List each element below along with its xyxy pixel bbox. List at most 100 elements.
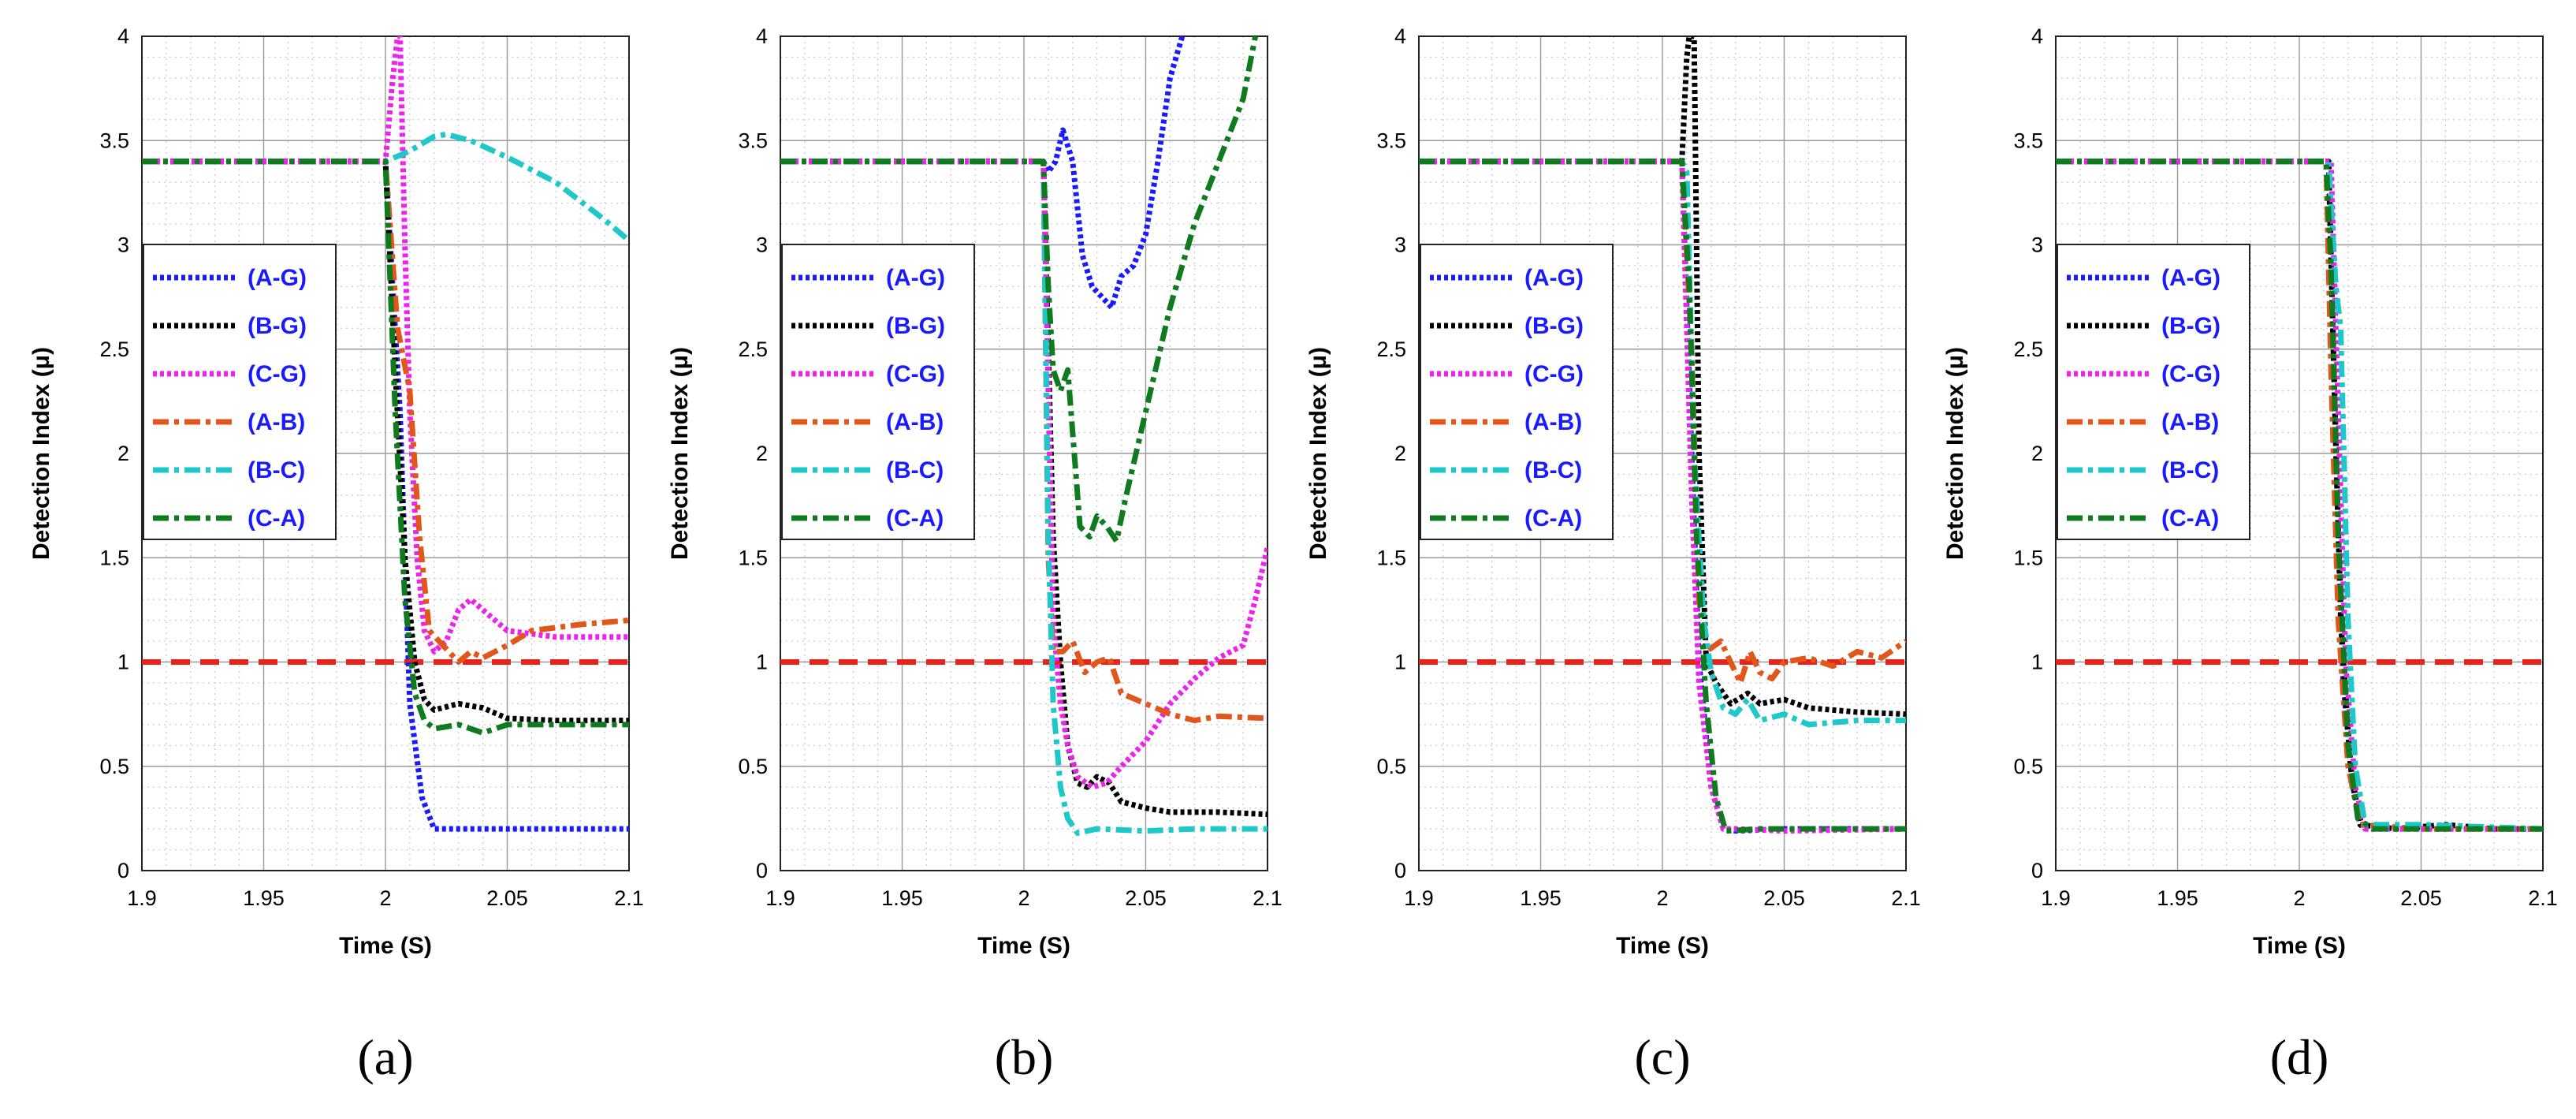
y-tick-label: 0: [2031, 859, 2043, 882]
y-tick-label: 2.5: [99, 338, 129, 361]
y-tick-label: 3.5: [1376, 129, 1406, 152]
legend-label: (B-G): [2161, 313, 2220, 339]
series-group: [142, 36, 629, 832]
y-tick-label: 1.5: [1376, 546, 1406, 569]
y-tick-label: 0: [117, 859, 129, 882]
x-axis-label: Time (S): [2253, 933, 2346, 959]
x-tick-label: 1.9: [2041, 886, 2071, 910]
x-tick-label: 2.1: [1891, 886, 1921, 910]
x-tick-label: 2.1: [2528, 886, 2558, 910]
y-tick-label: 0: [1394, 859, 1406, 882]
legend-label: (C-G): [248, 361, 307, 387]
x-tick-label: 2: [1018, 886, 1029, 910]
y-tick-label: 0: [756, 859, 768, 882]
legend-label: (C-A): [2161, 505, 2219, 532]
x-tick-label: 1.95: [1520, 886, 1562, 910]
y-tick-label: 3: [117, 233, 129, 257]
series-group: [780, 36, 1268, 836]
y-tick-label: 1: [756, 651, 768, 674]
legend-label: (C-G): [1524, 361, 1584, 387]
legend-label: (B-G): [1524, 313, 1584, 339]
x-tick-label: 1.9: [1404, 886, 1434, 910]
y-tick-label: 1.5: [2013, 546, 2043, 569]
y-tick-label: 1: [1394, 651, 1406, 674]
y-tick-label: 2.5: [738, 338, 768, 361]
y-tick-label: 2: [756, 442, 768, 465]
series-line-c-g: [1419, 159, 1906, 834]
series-line-a-b: [142, 159, 629, 665]
y-tick-label: 3: [756, 233, 768, 257]
x-tick-label: 2.1: [614, 886, 644, 910]
y-tick-label: 4: [2031, 24, 2043, 48]
y-tick-label: 0.5: [1376, 755, 1406, 778]
y-tick-label: 3.5: [738, 129, 768, 152]
series-line-c-a: [2056, 159, 2543, 832]
legend: (A-G) (B-G) (C-G) (A-B) (B-C) (C-A): [781, 244, 975, 540]
series-line-c-g: [142, 36, 629, 655]
y-tick-label: 2: [117, 442, 129, 465]
x-tick-label: 2: [2293, 886, 2305, 910]
series-line-a-b: [1419, 159, 1906, 686]
series-group: [2056, 159, 2543, 832]
series-line-c-a: [1419, 159, 1906, 834]
legend: (A-G) (B-G) (C-G) (A-B) (B-C) (C-A): [2057, 244, 2250, 540]
chart-panel-1: 1.9 1.95 2 2.05 2.1 0 0.5 1 1.5 2 2.5 3 3.5 4 Time (S)…: [28, 24, 644, 1085]
legend-label: (A-G): [248, 265, 307, 291]
y-tick-label: 2.5: [1376, 338, 1406, 361]
legend-label: (C-G): [886, 361, 945, 387]
x-tick-label: 1.9: [127, 886, 157, 910]
y-tick-label: 3.5: [2013, 129, 2043, 152]
y-tick-label: 1: [2031, 651, 2043, 674]
y-tick-label: 1.5: [738, 546, 768, 569]
series-line-a-b: [780, 159, 1268, 724]
legend: (A-G) (B-G) (C-G) (A-B) (B-C) (C-A): [143, 244, 337, 540]
panel-caption: (a): [357, 1029, 413, 1085]
legend-label: (A-G): [886, 265, 945, 291]
x-tick-label: 2.05: [486, 886, 528, 910]
x-axis-label: Time (S): [977, 933, 1070, 959]
legend-box: [2057, 244, 2250, 540]
y-axis-label: Detection Index (μ): [667, 347, 693, 560]
y-tick-label: 0.5: [2013, 755, 2043, 778]
legend-label: (A-G): [2161, 265, 2220, 291]
chart-panel-4: 1.9 1.95 2 2.05 2.1 0 0.5 1 1.5 2 2.5 3 3.5 4 Time (S)…: [1942, 24, 2558, 1085]
chart-panel-3: 1.9 1.95 2 2.05 2.1 0 0.5 1 1.5 2 2.5 3 3.5 4 Time (S)…: [1305, 24, 1921, 1085]
legend-label: (B-C): [886, 457, 944, 483]
series-line-a-g: [780, 36, 1186, 311]
legend-label: (C-A): [1524, 505, 1582, 532]
panel-caption: (b): [995, 1029, 1054, 1085]
legend-label: (B-C): [248, 457, 305, 483]
legend: (A-G) (B-G) (C-G) (A-B) (B-C) (C-A): [1420, 244, 1614, 540]
legend-label: (B-C): [2161, 457, 2219, 483]
y-axis-label: Detection Index (μ): [28, 347, 54, 560]
legend-label: (C-A): [248, 505, 305, 532]
series-group: [1419, 36, 1906, 834]
y-tick-label: 1: [117, 651, 129, 674]
series-line-b-c: [142, 131, 629, 243]
plot-frame: [2055, 35, 2544, 871]
legend-label: (A-B): [248, 409, 305, 435]
series-line-b-c: [780, 159, 1268, 836]
y-axis-label: Detection Index (μ): [1942, 347, 1968, 560]
x-axis-label: Time (S): [339, 933, 432, 959]
x-tick-label: 1.9: [765, 886, 795, 910]
series-line-b-c: [2056, 159, 2543, 832]
legend-label: (C-A): [886, 505, 944, 532]
y-tick-label: 3: [1394, 233, 1406, 257]
y-tick-label: 4: [756, 24, 768, 48]
y-axis-label: Detection Index (μ): [1305, 347, 1331, 560]
x-tick-label: 1.95: [881, 886, 923, 910]
x-axis-label: Time (S): [1616, 933, 1709, 959]
plot-frame: [141, 35, 630, 871]
x-tick-label: 1.95: [243, 886, 285, 910]
series-line-b-g: [1419, 36, 1906, 718]
legend-label: (A-B): [2161, 409, 2219, 435]
y-tick-label: 4: [1394, 24, 1406, 48]
x-tick-label: 2.05: [1763, 886, 1805, 910]
legend-box: [781, 244, 975, 540]
y-tick-label: 2: [2031, 442, 2043, 465]
legend-box: [143, 244, 337, 540]
x-tick-label: 2.1: [1253, 886, 1282, 910]
x-tick-label: 1.95: [2157, 886, 2198, 910]
